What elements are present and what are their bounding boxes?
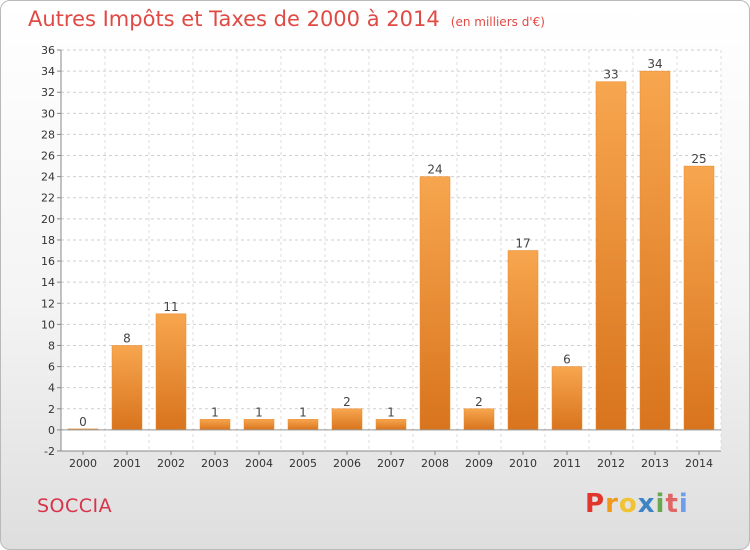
commune-name: SOCCIA <box>37 495 113 517</box>
bar <box>199 419 231 431</box>
logo-letter: o <box>618 489 638 519</box>
y-tick-label: -2 <box>44 445 55 458</box>
y-tick-label: 10 <box>41 318 55 331</box>
bar <box>331 408 363 431</box>
data-label: 1 <box>211 405 219 419</box>
x-tick-label: 2011 <box>553 457 581 470</box>
chart-title: Autres Impôts et Taxes de 2000 à 2014 <box>28 7 440 31</box>
chart-subtitle: (en milliers d'€) <box>450 15 545 29</box>
x-tick-label: 2001 <box>113 457 141 470</box>
x-tick-label: 2010 <box>509 457 537 470</box>
bar <box>243 419 275 431</box>
data-label: 6 <box>563 353 571 367</box>
data-label: 34 <box>647 57 662 71</box>
bar <box>683 165 715 431</box>
logo-letter: i <box>655 489 666 519</box>
data-label: 1 <box>387 405 395 419</box>
data-label: 1 <box>299 405 307 419</box>
bar <box>639 70 671 431</box>
y-tick-label: 22 <box>41 192 55 205</box>
logo-letter: x <box>637 489 656 519</box>
data-label: 2 <box>475 395 483 409</box>
y-tick-label: 2 <box>48 403 55 416</box>
logo-letter: t <box>665 489 679 519</box>
y-tick-label: 20 <box>41 213 55 226</box>
x-tick-label: 2006 <box>333 457 361 470</box>
bar <box>507 250 539 431</box>
bar <box>419 176 451 431</box>
logo-letter: P <box>585 489 606 519</box>
logo-letter: i <box>678 489 689 519</box>
bars <box>67 70 715 431</box>
x-tick-label: 2005 <box>289 457 317 470</box>
bar <box>463 408 495 431</box>
y-tick-label: 34 <box>41 65 55 78</box>
y-tick-label: 26 <box>41 150 55 163</box>
x-tick-label: 2002 <box>157 457 185 470</box>
x-tick-label: 2014 <box>685 457 713 470</box>
bar <box>111 345 143 431</box>
data-label: 2 <box>343 395 351 409</box>
y-tick-label: 36 <box>41 44 55 57</box>
data-label: 0 <box>79 415 87 429</box>
bar <box>287 419 319 431</box>
x-tick-label: 2004 <box>245 457 273 470</box>
x-tick-label: 2008 <box>421 457 449 470</box>
y-tick-label: 24 <box>41 171 55 184</box>
y-tick-label: 32 <box>41 86 55 99</box>
y-tick-label: 28 <box>41 128 55 141</box>
logo-letter: r <box>605 489 619 519</box>
y-tick-label: 4 <box>48 382 55 395</box>
data-label: 33 <box>603 68 618 82</box>
data-label: 17 <box>515 237 530 251</box>
y-tick-label: 30 <box>41 107 55 120</box>
x-tick-label: 2007 <box>377 457 405 470</box>
y-tick-label: 18 <box>41 234 55 247</box>
data-label: 8 <box>123 331 131 345</box>
y-tick-label: 16 <box>41 255 55 268</box>
y-tick-label: 6 <box>48 361 55 374</box>
x-tick-label: 2013 <box>641 457 669 470</box>
data-label: 11 <box>163 300 178 314</box>
y-tick-label: 12 <box>41 297 55 310</box>
chart-title-block: Autres Impôts et Taxes de 2000 à 2014 (e… <box>28 7 545 31</box>
y-tick-label: 14 <box>41 276 55 289</box>
x-tick-label: 2009 <box>465 457 493 470</box>
data-label: 25 <box>691 152 706 166</box>
bar <box>551 366 583 431</box>
bar <box>155 313 187 431</box>
x-tick-label: 2000 <box>69 457 97 470</box>
y-tick-label: 8 <box>48 339 55 352</box>
data-label: 24 <box>427 163 442 177</box>
data-label: 1 <box>255 405 263 419</box>
x-tick-label: 2012 <box>597 457 625 470</box>
bar <box>375 419 407 431</box>
x-tick-label: 2003 <box>201 457 229 470</box>
bar <box>595 81 627 431</box>
y-tick-label: 0 <box>48 424 55 437</box>
proxiti-logo: Proxiti <box>585 489 689 519</box>
